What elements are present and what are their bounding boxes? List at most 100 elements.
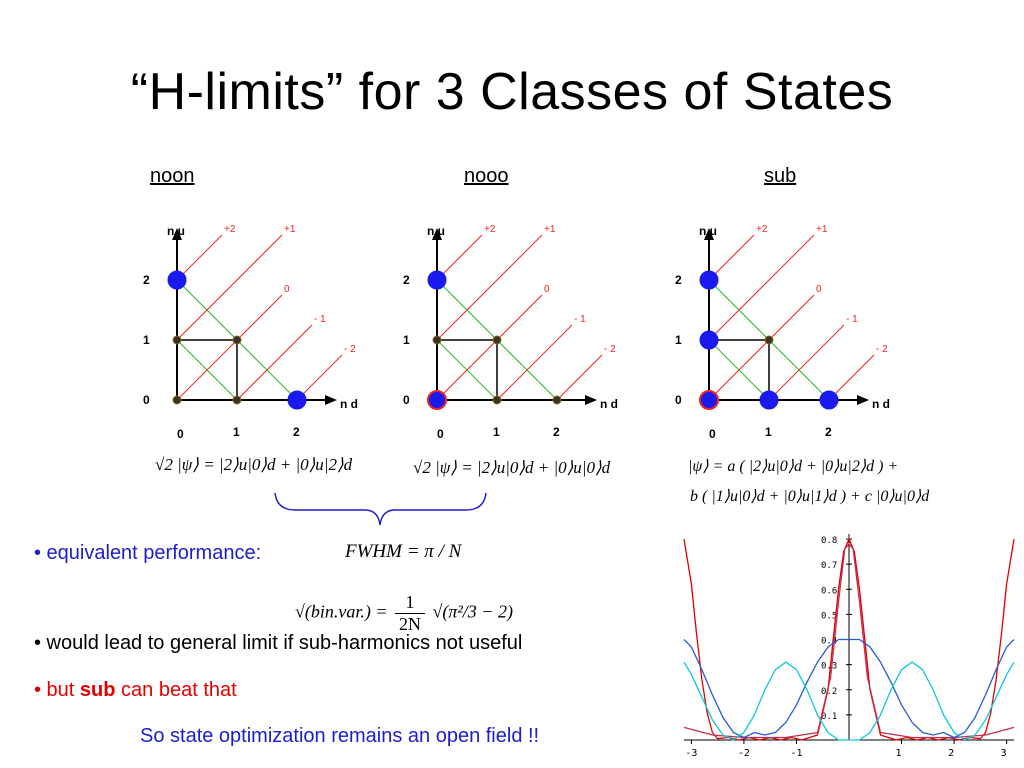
heading-noon[interactable]: noon: [150, 165, 195, 187]
formula-binvar: √(bin.var.) = 1 2N √(π²/3 − 2): [295, 592, 513, 635]
red-diagonal: [236, 324, 313, 401]
formula-noon: √2 |ψ⟩ = |2⟩u|0⟩d + |0⟩u|2⟩d: [155, 455, 353, 474]
x-axis-arrow: [325, 395, 337, 405]
state-dot-large: [699, 330, 719, 350]
x-tick-label: 2: [293, 425, 300, 439]
red-diagonal: [708, 234, 815, 341]
heading-nooo[interactable]: nooo: [464, 165, 509, 187]
diagonal-label: - 1: [846, 314, 858, 325]
y-tick-label: 0: [143, 393, 150, 407]
red-diagonal: [436, 234, 483, 281]
lattice-noon: +2 +1 0 - 1 - 2 n u n d 0 1 2 0 1 2: [143, 224, 358, 441]
state-dot-small: [172, 335, 182, 345]
x-axis-arrow: [857, 395, 869, 405]
binvar-numerator: 1: [395, 592, 426, 614]
red-diagonal: [436, 294, 543, 401]
plot-x-tick-label: -3: [685, 748, 697, 759]
state-dot-large: [427, 270, 447, 290]
x-axis-label: n d: [600, 397, 618, 411]
state-dot-small: [172, 395, 182, 405]
y-tick-label: 1: [403, 333, 410, 347]
red-diagonal: [768, 324, 845, 401]
plot-background: [666, 530, 1024, 768]
state-dot-small: [492, 335, 502, 345]
y-tick-label: 1: [143, 333, 150, 347]
x-tick-label: 1: [765, 425, 772, 439]
x-tick-label: 1: [233, 425, 240, 439]
plot-y-tick-label: 0.5: [821, 611, 837, 621]
binvar-left: √(bin.var.) =: [295, 601, 393, 622]
diagonal-label: +1: [544, 224, 556, 235]
formula-fwhm: FWHM = π / N: [345, 541, 462, 562]
plot-series-line: [683, 542, 1015, 739]
y-axis-label: n u: [167, 224, 185, 238]
y-tick-label: 2: [143, 273, 150, 287]
diagonal-label: - 1: [314, 314, 326, 325]
state-dot-large: [819, 390, 839, 410]
y-tick-label: 2: [403, 273, 410, 287]
red-diagonal: [176, 234, 223, 281]
plot-x-tick-label: -2: [738, 748, 750, 759]
y-axis-arrow: [172, 228, 182, 240]
plot-y-tick-label: 0.7: [821, 561, 837, 571]
red-diagonal: [556, 354, 603, 401]
red-diagonal: [828, 354, 875, 401]
x-tick-label: 0: [709, 427, 716, 441]
x-axis-arrow: [585, 395, 597, 405]
bullet-suffix: can beat that: [115, 679, 237, 701]
plot-x-tick-label: 2: [948, 748, 954, 759]
state-dot-small: [232, 335, 242, 345]
lattice-diagrams: +2 +1 0 - 1 - 2 n u n d 0 1 2 0 1 2 +2 +1 0 - 1 - 2 n u n d…: [143, 224, 890, 441]
closing-remark: So state optimization remains an open fi…: [140, 725, 540, 747]
bullet-bold-sub: sub: [79, 679, 116, 701]
bullet-sub-beats: • but sub can beat that: [34, 678, 237, 702]
bullet-equivalent-performance: • equivalent performance:: [34, 541, 261, 565]
y-tick-label: 2: [675, 273, 682, 287]
x-tick-label: 0: [437, 427, 444, 441]
state-dot-large: [287, 390, 307, 410]
state-dot-large: [759, 390, 779, 410]
diagonal-label: 0: [284, 284, 290, 295]
plot-y-tick-label: 0.8: [821, 536, 837, 546]
formula-nooo: √2 |ψ⟩ = |2⟩u|0⟩d + |0⟩u|0⟩d: [413, 458, 611, 477]
x-axis-label: n d: [340, 397, 358, 411]
lattice-sub: +2 +1 0 - 1 - 2 n u n d 0 1 2 0 1 2: [675, 224, 890, 441]
binvar-fraction: 1 2N: [395, 592, 426, 635]
bullet-general-limit: • would lead to general limit if sub-har…: [34, 632, 523, 654]
state-dot-large: [427, 390, 447, 410]
diagonal-label: +1: [284, 224, 296, 235]
formula-sub-line1: |ψ⟩ = a ( |2⟩u|0⟩d + |0⟩u|2⟩d ) +: [688, 458, 899, 475]
x-tick-label: 0: [177, 427, 184, 441]
plot-y-tick-label: 0.4: [821, 637, 837, 647]
state-dot-large: [699, 270, 719, 290]
plot-x-tick-label: -1: [790, 748, 802, 759]
y-tick-label: 1: [675, 333, 682, 347]
x-tick-label: 1: [493, 425, 500, 439]
y-tick-label: 0: [403, 393, 410, 407]
red-diagonal: [708, 234, 755, 281]
diagonal-label: - 2: [344, 344, 356, 355]
lattice-nooo: +2 +1 0 - 1 - 2 n u n d 0 1 2 0 1 2: [403, 224, 618, 441]
state-dot-small: [232, 395, 242, 405]
state-dot-small: [432, 335, 442, 345]
y-axis-label: n u: [427, 224, 445, 238]
red-diagonal: [176, 294, 283, 401]
diagonal-label: +2: [484, 224, 496, 235]
red-diagonal: [176, 234, 283, 341]
slide-title: “H-limits” for 3 Classes of States: [130, 63, 894, 121]
heading-sub[interactable]: sub: [764, 165, 797, 187]
binvar-right: √(π²/3 − 2): [432, 601, 513, 622]
plot-y-tick-label: 0.2: [821, 687, 837, 697]
diagonal-label: - 2: [604, 344, 616, 355]
diagonal-label: 0: [544, 284, 550, 295]
plot-x-tick-label: 1: [896, 748, 902, 759]
y-tick-label: 0: [675, 393, 682, 407]
plot-series-line: [683, 661, 1015, 741]
state-dot-large: [167, 270, 187, 290]
bullet-text: • equivalent performance:: [34, 542, 262, 564]
diagonal-label: 0: [816, 284, 822, 295]
diagonal-label: +1: [816, 224, 828, 235]
diagonal-label: - 1: [574, 314, 586, 325]
state-dot-small: [492, 395, 502, 405]
phase-plot: -3 -2 -1 1 2 3 0.8 0.7 0.6 0.5 0.4 0.3 0.2 0.1: [666, 530, 1024, 768]
